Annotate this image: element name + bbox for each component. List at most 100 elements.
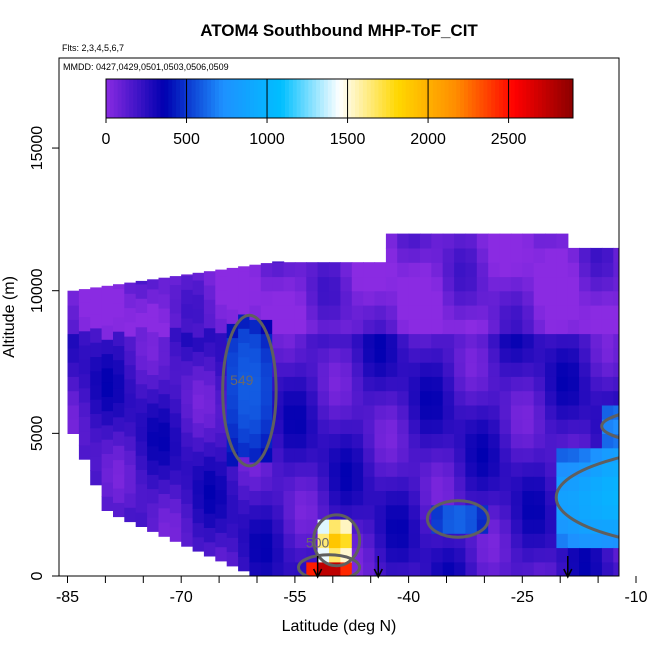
heatmap-cell — [193, 423, 205, 438]
heatmap-cell — [454, 305, 466, 320]
heatmap-cell — [625, 348, 637, 363]
heatmap-cell — [397, 519, 409, 534]
heatmap-cell — [591, 533, 603, 548]
heatmap-cell — [431, 319, 443, 334]
heatmap-cell — [204, 456, 216, 471]
heatmap-cell — [545, 348, 557, 363]
colorbar-cell — [297, 79, 301, 118]
heatmap-cell — [443, 362, 455, 377]
colorbar-cell — [203, 79, 207, 118]
heatmap-cell — [68, 376, 80, 391]
heatmap-cell — [284, 276, 296, 291]
heatmap-cell — [545, 519, 557, 534]
heatmap-cell — [443, 562, 455, 577]
heatmap-cell — [591, 319, 603, 334]
heatmap-cell — [102, 482, 114, 497]
colorbar-cell — [398, 79, 402, 118]
heatmap-cell — [261, 562, 273, 577]
colorbar-cell — [304, 79, 308, 118]
colorbar-tick-label: 2500 — [491, 131, 527, 148]
heatmap-cell — [386, 319, 398, 334]
heatmap-cell — [363, 490, 375, 505]
heatmap-cell — [181, 489, 193, 504]
heatmap-cell — [488, 490, 500, 505]
heatmap-cell — [625, 376, 637, 391]
heatmap-cell — [375, 334, 387, 349]
heatmap-cell — [488, 433, 500, 448]
chart-title: ATOM4 Southbound MHP-ToF_CIT — [200, 21, 478, 40]
heatmap-cell — [488, 262, 500, 277]
heatmap-cell — [522, 291, 534, 306]
heatmap-cell — [431, 562, 443, 577]
heatmap-cell — [568, 276, 580, 291]
heatmap-cell — [534, 276, 546, 291]
heatmap-cell — [113, 502, 125, 517]
heatmap-cell — [556, 348, 568, 363]
heatmap-cell — [545, 391, 557, 406]
heatmap-cell — [431, 262, 443, 277]
heatmap-cell — [295, 319, 307, 334]
heatmap-cell — [488, 305, 500, 320]
heatmap-cell — [636, 362, 648, 377]
heatmap-cell — [170, 527, 182, 542]
heatmap-cell — [579, 548, 591, 563]
heatmap-cell — [636, 334, 648, 349]
heatmap-cell — [556, 376, 568, 391]
heatmap-cell — [545, 291, 557, 306]
heatmap-cell — [363, 533, 375, 548]
heatmap-cell — [431, 334, 443, 349]
heatmap-cell — [443, 276, 455, 291]
heatmap-cell — [511, 419, 523, 434]
colorbar-cell — [448, 79, 452, 118]
heatmap-cell — [136, 412, 148, 427]
heatmap-cell — [136, 284, 148, 299]
heatmap-cell — [636, 533, 648, 548]
heatmap-cell — [375, 519, 387, 534]
heatmap-cell — [420, 448, 432, 463]
heatmap-cell — [431, 276, 443, 291]
heatmap-cell — [306, 334, 318, 349]
heatmap-cell — [170, 413, 182, 428]
heatmap-cell — [636, 348, 648, 363]
heatmap-cell — [249, 265, 261, 277]
colorbar-cell — [367, 79, 371, 118]
heatmap-cell — [465, 376, 477, 391]
heatmap-cell — [306, 362, 318, 377]
colorbar-cell — [378, 79, 382, 118]
heatmap-cell — [420, 334, 432, 349]
heatmap-cell — [591, 490, 603, 505]
heatmap-cell — [272, 505, 284, 520]
heatmap-cell — [375, 533, 387, 548]
heatmap-cell — [318, 276, 330, 291]
heatmap-cell — [329, 519, 341, 534]
heatmap-cell — [545, 276, 557, 291]
heatmap-cell — [409, 419, 421, 434]
heatmap-cell — [113, 488, 125, 503]
heatmap-cell — [215, 490, 227, 505]
heatmap-cell — [397, 305, 409, 320]
heatmap-cell — [545, 476, 557, 491]
heatmap-cell — [181, 432, 193, 447]
heatmap-cell — [204, 285, 216, 300]
heatmap-cell — [272, 533, 284, 548]
heatmap-cell — [522, 448, 534, 463]
heatmap-cell — [147, 317, 159, 332]
heatmap-cell — [602, 305, 614, 320]
heatmap-cell — [170, 313, 182, 328]
heatmap-cell — [113, 374, 125, 389]
heatmap-cell — [238, 514, 250, 529]
heatmap-cell — [522, 319, 534, 334]
heatmap-cell — [113, 288, 125, 303]
heatmap-cell — [579, 348, 591, 363]
heatmap-cell — [488, 319, 500, 334]
heatmap-cell — [568, 405, 580, 420]
heatmap-cell — [124, 293, 136, 308]
heatmap-cell — [329, 462, 341, 477]
heatmap-cell — [249, 533, 261, 548]
heatmap-cell — [329, 362, 341, 377]
heatmap-cell — [159, 294, 171, 309]
heatmap-cell — [579, 476, 591, 491]
heatmap-cell — [625, 562, 637, 577]
heatmap-cell — [511, 519, 523, 534]
